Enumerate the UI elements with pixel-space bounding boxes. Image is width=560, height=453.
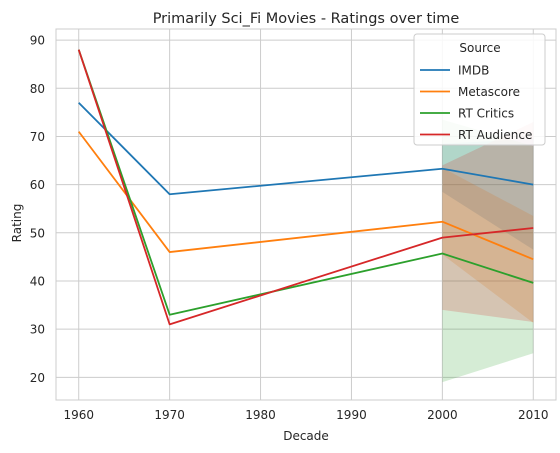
chart-title: Primarily Sci_Fi Movies - Ratings over t… xyxy=(153,11,460,27)
x-tick-label: 2000 xyxy=(427,408,458,422)
x-tick-label: 1960 xyxy=(63,408,94,422)
ci-band-rt-critics xyxy=(442,119,534,383)
legend: Source IMDB Metascore RT Critics RT Audienc… xyxy=(413,33,546,146)
ci-band-imdb xyxy=(442,138,534,250)
x-tick-labels: 1960 1970 1980 1990 2000 2010 xyxy=(63,408,548,422)
confidence-bands xyxy=(442,119,534,383)
legend-label-rt-audience: RT Audience xyxy=(458,128,532,142)
x-tick-label: 2010 xyxy=(518,408,549,422)
grid xyxy=(56,29,556,400)
y-tick-labels: 20 30 40 50 60 70 80 90 xyxy=(30,34,45,385)
series-line-metascore xyxy=(78,131,534,261)
x-tick-label: 1980 xyxy=(245,408,276,422)
x-tick-label: 1990 xyxy=(336,408,367,422)
y-tick-label: 40 xyxy=(30,274,45,288)
legend-label-metascore: Metascore xyxy=(458,85,520,99)
y-tick-label: 20 xyxy=(30,371,45,385)
legend-label-rt-critics: RT Critics xyxy=(458,107,514,121)
y-axis-label: Rating xyxy=(10,204,24,243)
legend-items: IMDB Metascore RT Critics RT Audience xyxy=(420,64,532,142)
y-tick-label: 50 xyxy=(30,226,45,240)
plot-frame xyxy=(55,28,557,401)
y-tick-label: 80 xyxy=(30,82,45,96)
y-tick-label: 90 xyxy=(30,34,45,48)
series-line-rt-audience xyxy=(77,49,534,326)
x-axis-label: Decade xyxy=(283,429,329,443)
legend-label-imdb: IMDB xyxy=(458,64,489,78)
series-line-imdb xyxy=(78,102,534,196)
legend-title: Source xyxy=(459,41,500,55)
x-tick-label: 1970 xyxy=(154,408,185,422)
ci-band-metascore xyxy=(442,167,534,323)
y-tick-label: 60 xyxy=(30,178,45,192)
series-lines xyxy=(77,49,534,326)
series-line-rt-critics xyxy=(77,49,534,316)
legend-box xyxy=(413,33,546,146)
y-tick-label: 70 xyxy=(30,130,45,144)
y-tick-label: 30 xyxy=(30,323,45,337)
